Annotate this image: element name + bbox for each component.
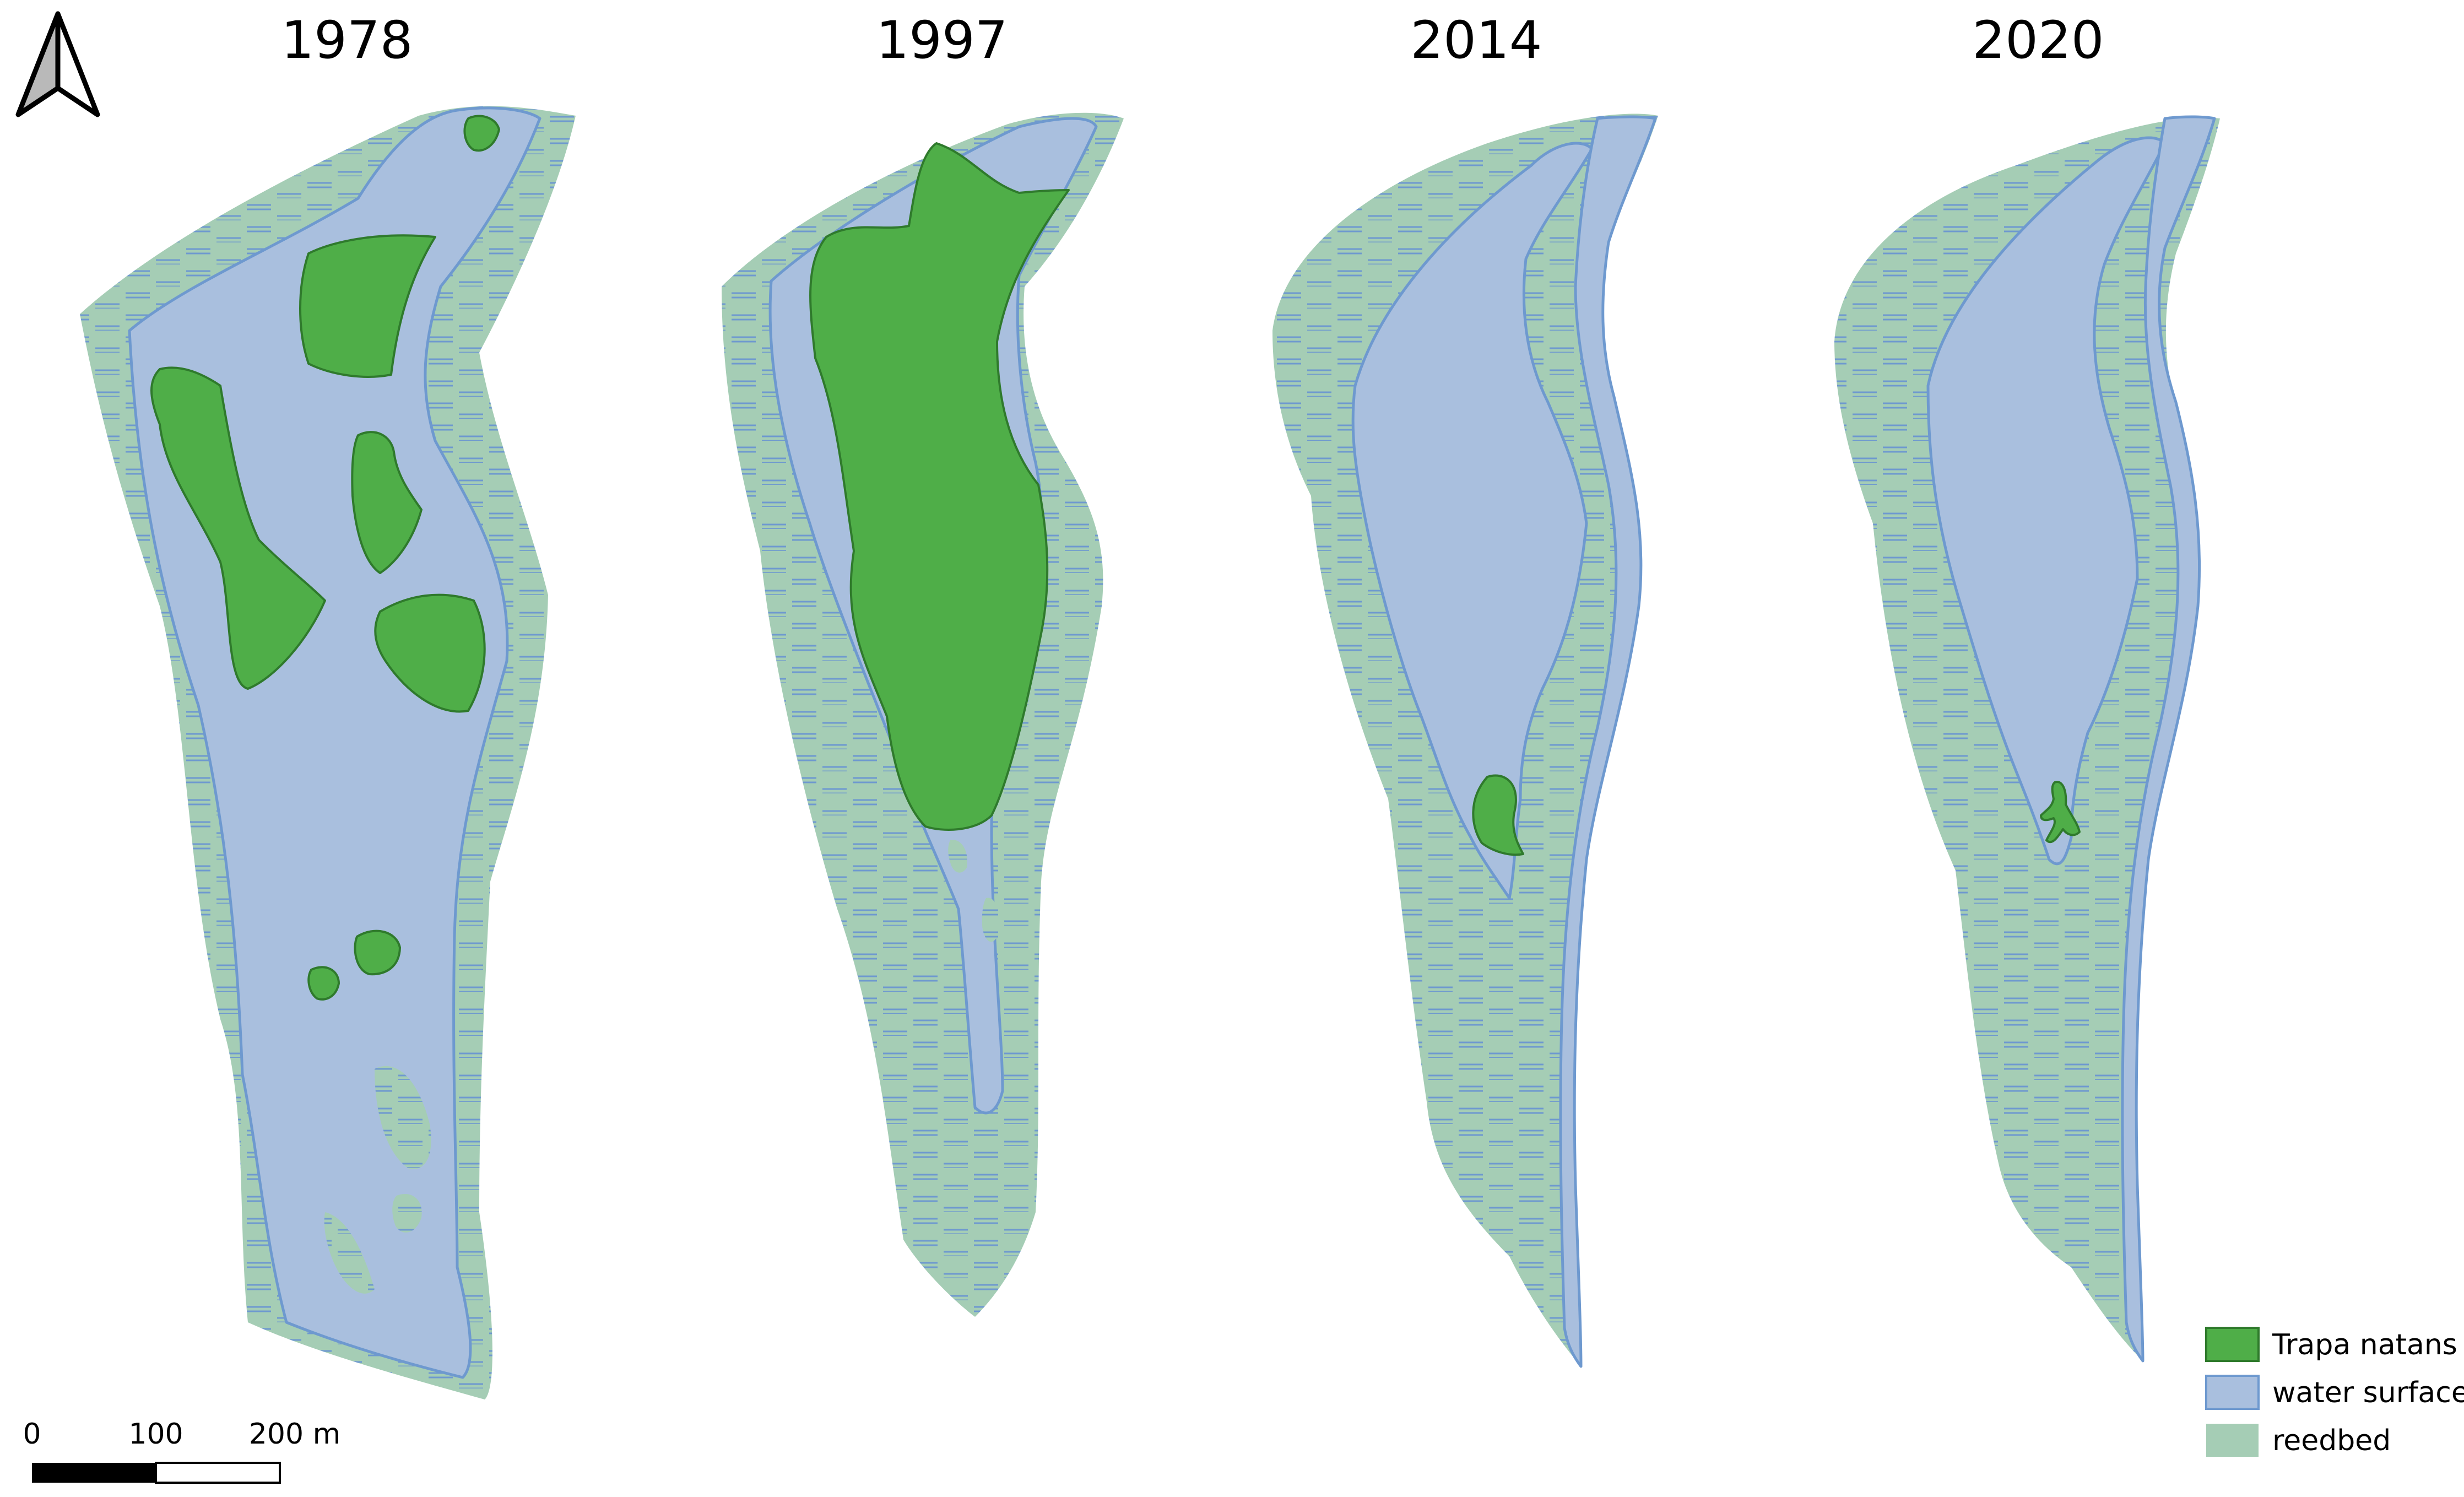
year-label-1997: 1997	[876, 10, 1008, 71]
trapa-natans-1978-c	[150, 366, 326, 690]
trapa-natans-2020	[2040, 781, 2081, 844]
year-label-2020: 2020	[1972, 10, 2104, 71]
reedbed-island-1978-c	[324, 1212, 375, 1294]
lake-map-1978	[80, 106, 576, 1400]
legend-swatch-reedbed	[2206, 1424, 2259, 1457]
reedbed-island-1997-b	[982, 898, 998, 942]
legend-swatch-water-surface	[2205, 1375, 2260, 1410]
scale-bar-black-segment	[32, 1463, 156, 1483]
trapa-natans-1978-g	[307, 966, 340, 1001]
trapa-natans-1997	[809, 142, 1070, 831]
legend: Trapa natans water surface reedbed	[2205, 1327, 2464, 1457]
legend-label-water-surface: water surface	[2272, 1376, 2464, 1409]
lake-map-2014	[1272, 114, 1658, 1368]
scale-bar: 0 100 200 m	[23, 1418, 340, 1484]
scale-label-0: 0	[23, 1418, 41, 1451]
scale-label-100: 100	[128, 1418, 183, 1451]
reedbed-island-1978-a	[375, 1066, 431, 1169]
water-channel-2020	[2121, 115, 2216, 1363]
water-channel-2014	[1559, 115, 1657, 1368]
water-surface-1978	[128, 106, 541, 1379]
trapa-natans-1978-a	[463, 115, 500, 152]
lake-map-2020	[1834, 115, 2220, 1363]
lake-map-1997	[722, 112, 1124, 1317]
trapa-natans-1978-f	[354, 929, 401, 976]
year-label-1978: 1978	[281, 10, 413, 71]
year-label-2014: 2014	[1410, 10, 1542, 71]
legend-label-trapa-natans: Trapa natans	[2272, 1328, 2457, 1361]
reedbed-island-1997-a	[948, 840, 967, 873]
scale-label-200: 200 m	[249, 1418, 340, 1451]
trapa-natans-1978-e	[374, 593, 486, 713]
water-surface-2014	[1351, 142, 1594, 900]
legend-swatch-trapa-natans	[2205, 1327, 2260, 1362]
north-arrow-icon	[15, 11, 100, 117]
water-surface-2020	[1926, 136, 2167, 866]
trapa-natans-1978-d	[351, 431, 423, 574]
trapa-natans-2014	[1472, 774, 1524, 856]
reedbed-island-1978-b	[392, 1193, 422, 1233]
legend-label-reedbed: reedbed	[2272, 1424, 2391, 1457]
trapa-natans-1978-b	[299, 234, 436, 378]
scale-bar-white-segment	[155, 1462, 281, 1484]
